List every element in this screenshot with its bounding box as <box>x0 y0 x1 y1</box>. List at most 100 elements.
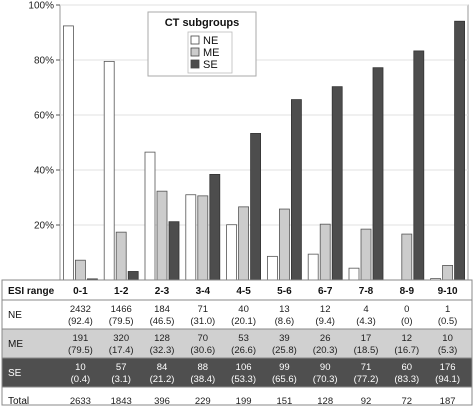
table-pct-me-4-5: (26.6) <box>231 345 256 356</box>
table-total-6-7: 128 <box>317 396 333 407</box>
table-pct-ne-6-7: (9.4) <box>315 316 335 327</box>
table-pct-me-3-4: (30.6) <box>190 345 215 356</box>
table-count-se-9-10: 176 <box>440 362 456 373</box>
bar-ne-7-8 <box>348 267 360 281</box>
legend-swatch-ne <box>190 35 200 45</box>
table-total-label: Total <box>8 396 29 407</box>
table-pct-se-5-6: (65.6) <box>272 374 297 385</box>
bar-ne-0-1 <box>63 25 74 281</box>
table-pct-ne-0-1: (92.4) <box>68 316 93 327</box>
legend-label-me: ME <box>203 47 220 59</box>
table-count-se-7-8: 71 <box>361 362 372 373</box>
table-pct-se-4-5: (53.3) <box>231 374 256 385</box>
bar-me-1-2 <box>115 231 127 281</box>
y-tick-label: 100% <box>28 1 54 12</box>
bar-me-4-5 <box>238 206 250 281</box>
table-pct-me-5-6: (25.8) <box>272 345 297 356</box>
bar-se-3-4 <box>209 173 221 281</box>
table-total-1-2: 1843 <box>111 396 132 407</box>
table-pct-se-2-3: (21.2) <box>150 374 175 385</box>
table-header-1-2: 1-2 <box>114 286 129 297</box>
bar-se-7-8 <box>372 67 384 281</box>
table-count-se-8-9: 60 <box>402 362 413 373</box>
bar-me-5-6 <box>278 208 290 281</box>
table-row-label-me: ME <box>8 339 23 350</box>
bar-me-7-8 <box>360 228 372 281</box>
table-count-me-5-6: 39 <box>279 333 290 344</box>
table-total-9-10: 187 <box>440 396 456 407</box>
table-count-me-9-10: 10 <box>442 333 453 344</box>
table-pct-se-6-7: (70.3) <box>313 374 338 385</box>
table-count-se-4-5: 106 <box>236 362 252 373</box>
table-row-label-se: SE <box>8 368 22 379</box>
table-count-me-1-2: 320 <box>113 333 129 344</box>
table-pct-ne-2-3: (46.5) <box>150 316 175 327</box>
table-header-7-8: 7-8 <box>359 286 374 297</box>
table-count-ne-2-3: 184 <box>154 304 170 315</box>
table-pct-se-8-9: (83.3) <box>394 374 419 385</box>
bar-ne-2-3 <box>144 151 156 281</box>
table-count-me-8-9: 12 <box>402 333 413 344</box>
table-pct-me-0-1: (79.5) <box>68 345 93 356</box>
table-count-ne-8-9: 0 <box>404 304 409 315</box>
table-count-ne-5-6: 13 <box>279 304 290 315</box>
table-count-me-4-5: 53 <box>238 333 249 344</box>
table-count-ne-9-10: 1 <box>445 304 450 315</box>
table-pct-ne-1-2: (79.5) <box>109 316 134 327</box>
table-pct-se-0-1: (0.4) <box>71 374 91 385</box>
table-total-0-1: 2633 <box>70 396 91 407</box>
table-count-se-2-3: 84 <box>157 362 168 373</box>
table-count-me-0-1: 191 <box>72 333 88 344</box>
table-pct-me-6-7: (20.3) <box>313 345 338 356</box>
table-total-2-3: 396 <box>154 396 170 407</box>
bar-ne-4-5 <box>226 224 238 281</box>
table-pct-me-9-10: (5.3) <box>438 345 458 356</box>
table-row-label-ne: NE <box>8 310 22 321</box>
bar-ne-6-7 <box>307 253 319 281</box>
legend-swatch-se <box>190 59 200 69</box>
bar-ne-1-2 <box>103 60 115 281</box>
table-pct-ne-9-10: (0.5) <box>438 316 458 327</box>
table-count-ne-6-7: 12 <box>320 304 331 315</box>
bar-se-4-5 <box>250 133 262 281</box>
table-header-0-1: 0-1 <box>73 286 88 297</box>
table-header-9-10: 9-10 <box>438 286 458 297</box>
table-header-6-7: 6-7 <box>318 286 333 297</box>
table-pct-ne-5-6: (8.6) <box>275 316 295 327</box>
bar-se-9-10 <box>454 20 466 281</box>
table-count-se-5-6: 99 <box>279 362 290 373</box>
bar-se-5-6 <box>290 99 302 281</box>
legend-title: CT subgroups <box>165 17 240 29</box>
table-pct-ne-8-9: (0) <box>401 316 413 327</box>
table-count-ne-0-1: 2432 <box>70 304 91 315</box>
legend-swatch-me <box>190 47 200 57</box>
table-header-4-5: 4-5 <box>236 286 251 297</box>
table-row-se <box>1 357 473 388</box>
bar-se-1-2 <box>127 271 139 281</box>
table-pct-se-7-8: (77.2) <box>354 374 379 385</box>
bar-se-6-7 <box>331 86 343 281</box>
bar-me-0-1 <box>75 259 86 281</box>
table-count-ne-3-4: 71 <box>198 304 209 315</box>
bar-me-8-9 <box>401 233 413 281</box>
bar-se-8-9 <box>413 50 425 281</box>
legend-label-ne: NE <box>203 35 218 47</box>
bar-me-9-10 <box>442 265 454 281</box>
table-total-8-9: 72 <box>402 396 413 407</box>
table-count-ne-7-8: 4 <box>363 304 368 315</box>
table-count-se-1-2: 57 <box>116 362 127 373</box>
table-pct-me-7-8: (18.5) <box>354 345 379 356</box>
table-pct-ne-4-5: (20.1) <box>231 316 256 327</box>
table-header-label: ESI range <box>8 286 55 297</box>
table-count-me-3-4: 70 <box>198 333 209 344</box>
y-tick-label: 80% <box>34 56 54 67</box>
bar-se-2-3 <box>168 221 180 281</box>
table-total-3-4: 229 <box>195 396 211 407</box>
bar-ne-3-4 <box>185 194 197 281</box>
bar-ne-5-6 <box>266 255 278 281</box>
plot-area <box>59 4 469 281</box>
y-tick-label: 20% <box>34 221 54 232</box>
bar-me-2-3 <box>156 190 168 281</box>
table-count-se-0-1: 10 <box>75 362 86 373</box>
table-pct-ne-7-8: (4.3) <box>356 316 376 327</box>
